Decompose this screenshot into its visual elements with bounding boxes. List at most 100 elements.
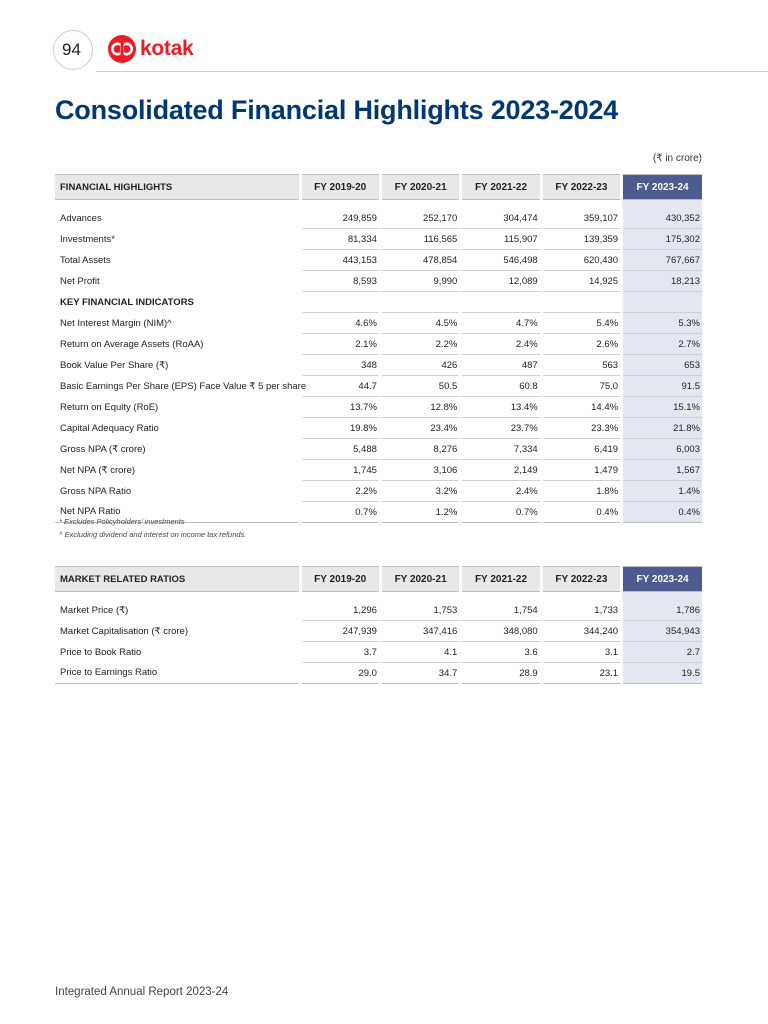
- cell-value: 348,080: [459, 620, 542, 642]
- spacer-cell: [378, 591, 461, 600]
- cell-value: 252,170: [378, 208, 461, 229]
- row-label: Net NPA Ratio: [55, 501, 301, 523]
- cell-value: 5,488: [298, 438, 381, 460]
- spacer-row: [55, 591, 702, 600]
- cell-value: 2,149: [459, 459, 542, 481]
- cell-value: 1,754: [459, 600, 542, 621]
- cell-value: 23.3%: [539, 417, 622, 439]
- cell-value: 0.7%: [459, 501, 542, 523]
- cell-value: 2.4%: [459, 480, 542, 502]
- cell-value: 3.6: [459, 641, 542, 663]
- cell-value: 23.1: [539, 662, 622, 684]
- current-year-value: 5.3%: [620, 312, 702, 334]
- cell-value: 2.2%: [378, 333, 461, 355]
- column-header-year: FY 2021-22: [459, 566, 542, 592]
- row-label: Market Price (₹): [60, 604, 129, 616]
- cell-value: 13.4%: [459, 396, 542, 418]
- current-year-value: 2.7: [620, 641, 702, 663]
- row-label: Advances: [60, 212, 102, 224]
- row-label: Return on Average Assets (RoAA): [60, 338, 204, 350]
- cell-value: 2.4%: [459, 333, 542, 355]
- column-header-year: FY 2020-21: [378, 566, 461, 592]
- table-row: Market Capitalisation (₹ crore) 247,939 34…: [55, 620, 702, 642]
- table-header-row: FINANCIAL HIGHLIGHTS FY 2019-20 FY 2020-…: [55, 174, 702, 200]
- cell-value: 4.6%: [298, 312, 381, 334]
- cell-value: 1.8%: [539, 480, 622, 502]
- table-row: Investments* 81,334 116,565 115,907 139,359 1…: [55, 228, 702, 250]
- table-row: Gross NPA Ratio 2.2% 3.2% 2.4% 1.8% 1.4%: [55, 480, 702, 502]
- section-row: KEY FINANCIAL INDICATORS: [55, 291, 702, 313]
- cell-value: 3.7: [298, 641, 381, 663]
- row-label: Net NPA (₹ crore): [60, 464, 136, 476]
- table-row: Advances 249,859 252,170 304,474 359,107 430,…: [55, 208, 702, 229]
- table-row: Return on Average Assets (RoAA) 2.1% 2.2% 2…: [55, 333, 702, 355]
- footnote: * Excludes Policyholders' investments: [59, 517, 185, 526]
- table-row: Return on Equity (RoE) 13.7% 12.8% 13.4% 14.…: [55, 396, 702, 418]
- cell-value: 3.2%: [378, 480, 461, 502]
- cell-value: 50.5: [378, 375, 461, 397]
- spacer-cell: [378, 199, 461, 208]
- cell-value: 1,296: [298, 600, 381, 621]
- column-header-year: FY 2019-20: [298, 566, 381, 592]
- empty-cell: [539, 291, 622, 313]
- cell-value: 81,334: [298, 228, 381, 250]
- column-header-year-current: FY 2023-24: [620, 566, 702, 592]
- spacer-cell: [621, 591, 702, 600]
- cell-value: 14.4%: [539, 396, 622, 418]
- cell-value: 116,565: [378, 228, 461, 250]
- row-label: Net Interest Margin (NIM)^: [60, 317, 172, 329]
- row-label: Gross NPA Ratio: [60, 485, 132, 497]
- row-label: Investments*: [60, 233, 115, 245]
- cell-value: 478,854: [378, 249, 461, 271]
- current-year-value: 767,667: [620, 249, 702, 271]
- cell-value: 9,990: [378, 270, 461, 292]
- empty-cell: [298, 291, 381, 313]
- column-header-year: FY 2021-22: [459, 174, 542, 200]
- cell-value: 13.7%: [298, 396, 381, 418]
- row-label: Net Profit: [60, 275, 100, 287]
- cell-value: 34.7: [378, 662, 461, 684]
- table-row: Net Interest Margin (NIM)^ 4.6% 4.5% 4.7% 5.…: [55, 312, 702, 334]
- cell-value: 6,419: [539, 438, 622, 460]
- cell-value: 5.4%: [539, 312, 622, 334]
- cell-value: 8,276: [378, 438, 461, 460]
- cell-value: 1,745: [298, 459, 381, 481]
- current-year-value: 1.4%: [620, 480, 702, 502]
- cell-value: 23.4%: [378, 417, 461, 439]
- spacer-cell: [55, 200, 300, 209]
- empty-cell: [459, 291, 542, 313]
- unit-note: (₹ in crore): [652, 153, 702, 164]
- column-header-year: FY 2022-23: [539, 174, 622, 200]
- current-year-value: 1,786: [620, 600, 702, 621]
- cell-value: 620,430: [539, 249, 622, 271]
- cell-value: 60.8: [459, 375, 542, 397]
- cell-value: 2.2%: [298, 480, 381, 502]
- current-year-value: 21.8%: [620, 417, 702, 439]
- column-header-year-current: FY 2023-24: [620, 174, 702, 200]
- table-row: Net Profit 8,593 9,990 12,089 14,925 18,213: [55, 270, 702, 292]
- cell-value: 8,593: [298, 270, 381, 292]
- page-footer: Integrated Annual Report 2023-24: [55, 986, 229, 998]
- table-row: Price to Earnings Ratio 29.0 34.7 28.9 23.1 1…: [55, 662, 702, 684]
- page-number: 94: [62, 40, 81, 59]
- table-row: Net NPA Ratio 0.7% 1.2% 0.7% 0.4% 0.4%: [55, 501, 702, 523]
- cell-value: 3.1: [539, 641, 622, 663]
- row-label: Return on Equity (RoE): [60, 401, 159, 413]
- financial-highlights-table: FINANCIAL HIGHLIGHTS FY 2019-20 FY 2020-…: [55, 174, 702, 523]
- cell-value: 249,859: [298, 208, 381, 229]
- spacer-row: [55, 199, 702, 209]
- column-header-year: FY 2022-23: [539, 566, 622, 592]
- empty-cell: [378, 291, 461, 313]
- cell-value: 0.7%: [298, 501, 381, 523]
- cell-value: 563: [539, 354, 622, 376]
- cell-value: 344,240: [539, 620, 622, 642]
- cell-value: 247,939: [298, 620, 381, 642]
- row-label: Market Capitalisation (₹ crore): [60, 625, 188, 637]
- empty-cell: [620, 291, 702, 313]
- cell-value: 1,733: [539, 600, 622, 621]
- current-year-value: 653: [620, 354, 702, 376]
- cell-value: 1.2%: [378, 501, 461, 523]
- spacer-cell: [539, 591, 622, 600]
- spacer-cell: [298, 591, 381, 600]
- spacer-cell: [539, 199, 622, 208]
